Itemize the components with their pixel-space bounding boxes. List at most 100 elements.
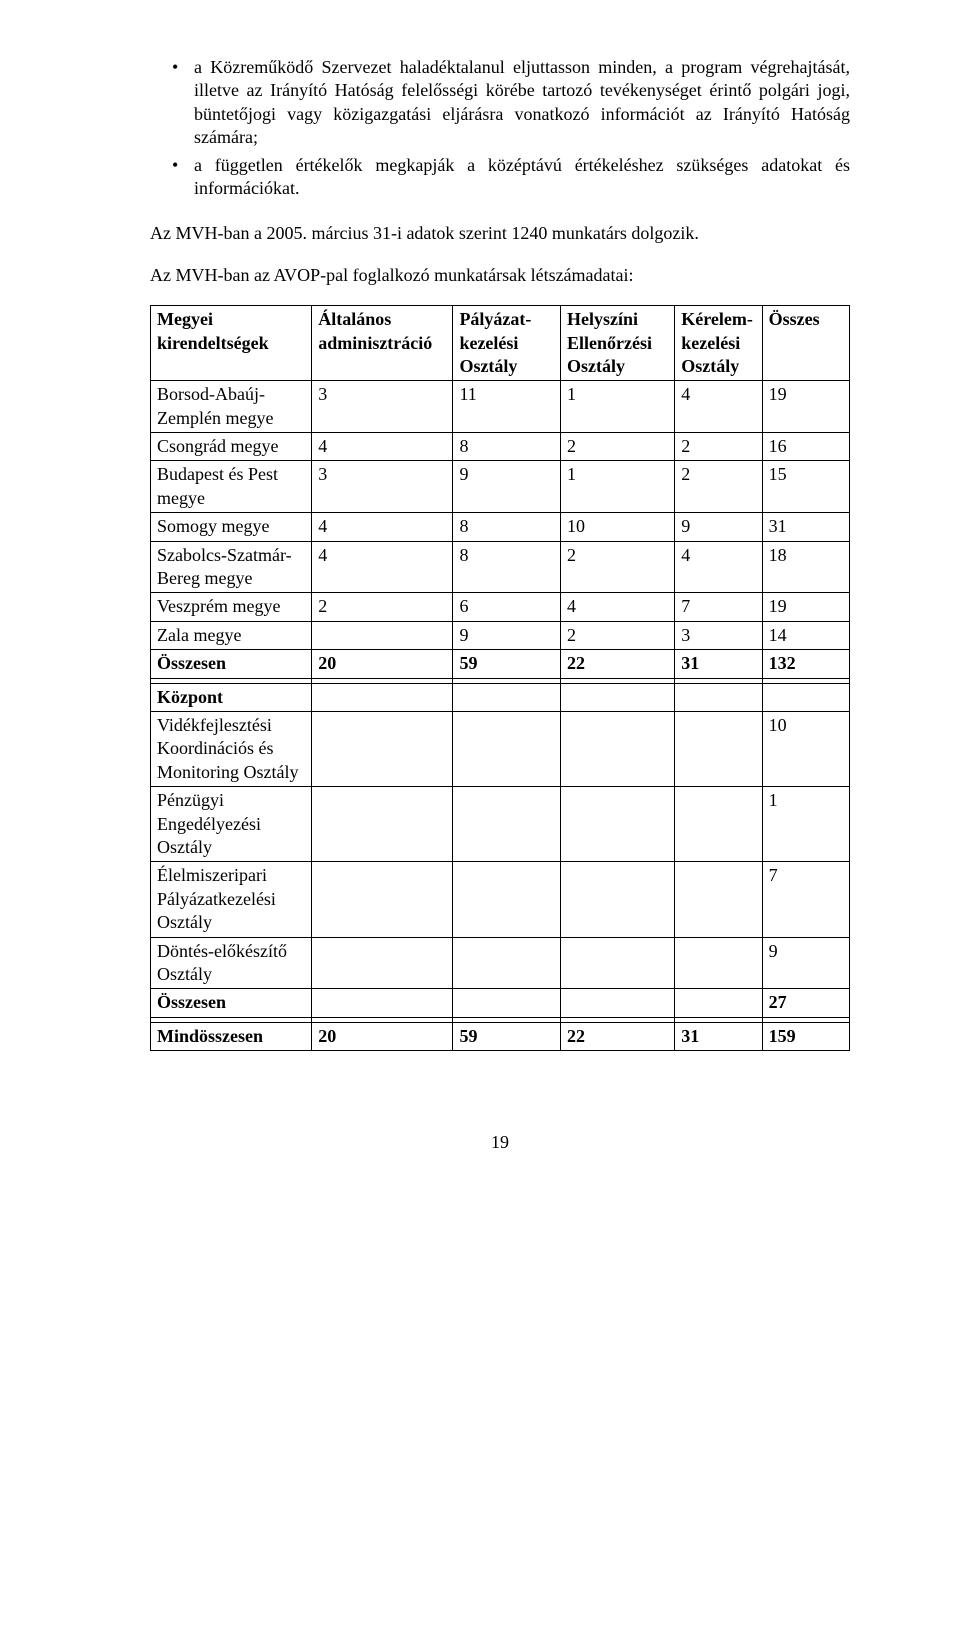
- table-cell: [453, 787, 561, 862]
- table-row: Élelmiszeripari Pályázatkezelési Osztály…: [151, 862, 850, 937]
- table-cell: 3: [312, 461, 453, 513]
- table-row: Központ: [151, 683, 850, 711]
- table-row: Pénzügyi Engedélyezési Osztály 1: [151, 787, 850, 862]
- table-cell: Mindösszesen: [151, 1022, 312, 1050]
- table-cell: [560, 989, 674, 1017]
- page: a Közreműködő Szervezet haladéktalanul e…: [0, 0, 960, 1634]
- table-cell: 19: [762, 593, 849, 621]
- table-cell: 14: [762, 621, 849, 649]
- table-cell: 1: [560, 461, 674, 513]
- table-cell: [560, 787, 674, 862]
- table-cell: 132: [762, 650, 849, 678]
- table-cell: 10: [560, 513, 674, 541]
- table-cell: 8: [453, 513, 561, 541]
- table-cell: Zala megye: [151, 621, 312, 649]
- table-cell: 15: [762, 461, 849, 513]
- table-header-cell: Általános adminisztráció: [312, 306, 453, 381]
- table-cell: [762, 683, 849, 711]
- bullet-list: a Közreműködő Szervezet haladéktalanul e…: [150, 56, 850, 200]
- table-cell: 31: [762, 513, 849, 541]
- table-cell: [312, 989, 453, 1017]
- table-row: Veszprém megye264719: [151, 593, 850, 621]
- table-cell: 9: [762, 937, 849, 989]
- table-cell: 9: [453, 621, 561, 649]
- table-row: Vidékfejlesztési Koordinációs és Monitor…: [151, 711, 850, 786]
- table-cell: 4: [312, 541, 453, 593]
- table-header-row: Megyei kirendeltségekÁltalános adminiszt…: [151, 306, 850, 381]
- table-cell: 2: [675, 433, 762, 461]
- table-row: Somogy megye4810931: [151, 513, 850, 541]
- table-cell: 22: [560, 650, 674, 678]
- table-cell: 4: [560, 593, 674, 621]
- table-row: Döntés-előkészítő Osztály9: [151, 937, 850, 989]
- table-cell: [675, 937, 762, 989]
- table-cell: 4: [312, 433, 453, 461]
- table-cell: 3: [312, 381, 453, 433]
- table-cell: 18: [762, 541, 849, 593]
- table-row: Budapest és Pest megye391215: [151, 461, 850, 513]
- table-cell: 2: [312, 593, 453, 621]
- table-cell: Pénzügyi Engedélyezési Osztály: [151, 787, 312, 862]
- table-cell: [453, 862, 561, 937]
- paragraph: Az MVH-ban az AVOP-pal foglalkozó munkat…: [150, 264, 850, 287]
- table-cell: [312, 862, 453, 937]
- table-cell: 59: [453, 650, 561, 678]
- table-cell: [560, 862, 674, 937]
- table-cell: 20: [312, 1022, 453, 1050]
- table-cell: 2: [560, 433, 674, 461]
- paragraph: Az MVH-ban a 2005. március 31-i adatok s…: [150, 222, 850, 245]
- table-cell: Központ: [151, 683, 312, 711]
- table-cell: [312, 937, 453, 989]
- table-cell: 1: [560, 381, 674, 433]
- table-cell: 27: [762, 989, 849, 1017]
- table-header-cell: Kérelem-kezelési Osztály: [675, 306, 762, 381]
- table-cell: 9: [675, 513, 762, 541]
- table-cell: 31: [675, 1022, 762, 1050]
- table-cell: [312, 711, 453, 786]
- table-cell: 31: [675, 650, 762, 678]
- table-cell: 6: [453, 593, 561, 621]
- table-cell: [675, 787, 762, 862]
- table-cell: [312, 683, 453, 711]
- table-cell: 10: [762, 711, 849, 786]
- table-cell: 20: [312, 650, 453, 678]
- table-cell: Szabolcs-Szatmár-Bereg megye: [151, 541, 312, 593]
- table-row: Zala megye92314: [151, 621, 850, 649]
- staff-table: Megyei kirendeltségekÁltalános adminiszt…: [150, 305, 850, 1051]
- table-cell: [560, 711, 674, 786]
- table-cell: 19: [762, 381, 849, 433]
- table-cell: [312, 787, 453, 862]
- table-cell: 1: [762, 787, 849, 862]
- table-cell: [560, 683, 674, 711]
- table-cell: [675, 711, 762, 786]
- table-cell: [675, 683, 762, 711]
- table-cell: [453, 989, 561, 1017]
- table-cell: 159: [762, 1022, 849, 1050]
- table-cell: Borsod-Abaúj-Zemplén megye: [151, 381, 312, 433]
- list-item: a független értékelők megkapják a középt…: [150, 154, 850, 201]
- table-row: Mindösszesen20592231159: [151, 1022, 850, 1050]
- table-cell: 7: [675, 593, 762, 621]
- table-cell: [453, 683, 561, 711]
- page-number: 19: [150, 1131, 850, 1154]
- table-header-cell: Megyei kirendeltségek: [151, 306, 312, 381]
- table-header-cell: Helyszíni Ellenőrzési Osztály: [560, 306, 674, 381]
- table-cell: 16: [762, 433, 849, 461]
- table-cell: 9: [453, 461, 561, 513]
- table-cell: 8: [453, 541, 561, 593]
- table-cell: 4: [675, 541, 762, 593]
- table-cell: [453, 711, 561, 786]
- table-row: Összesen20592231132: [151, 650, 850, 678]
- table-row: Csongrád megye482216: [151, 433, 850, 461]
- table-header-cell: Pályázat-kezelési Osztály: [453, 306, 561, 381]
- table-cell: [560, 937, 674, 989]
- table-cell: Veszprém megye: [151, 593, 312, 621]
- table-cell: 8: [453, 433, 561, 461]
- table-cell: Élelmiszeripari Pályázatkezelési Osztály: [151, 862, 312, 937]
- table-cell: Összesen: [151, 989, 312, 1017]
- table-cell: 59: [453, 1022, 561, 1050]
- table-cell: 2: [675, 461, 762, 513]
- table-cell: Somogy megye: [151, 513, 312, 541]
- table-cell: [312, 621, 453, 649]
- table-cell: Összesen: [151, 650, 312, 678]
